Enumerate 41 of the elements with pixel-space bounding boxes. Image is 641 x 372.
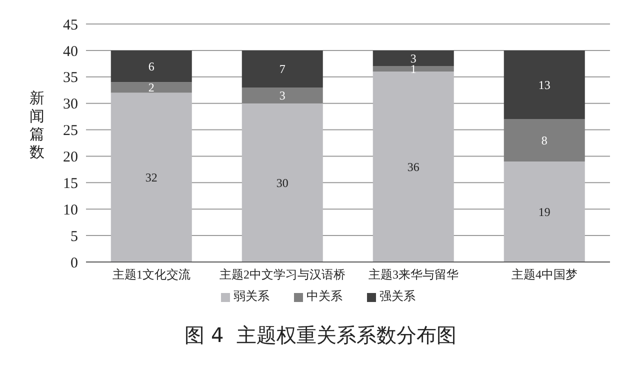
x-tick-label: 主题2中文学习与汉语桥 <box>220 268 346 282</box>
y-tick-label: 35 <box>63 70 78 86</box>
data-label: 19 <box>538 205 550 220</box>
y-axis-title: 新闻篇数 <box>28 90 46 162</box>
data-label: 6 <box>148 60 154 74</box>
bar <box>372 50 454 66</box>
bar <box>504 162 585 262</box>
x-tick-label: 主题4中国梦 <box>512 268 578 282</box>
y-tick-label: 10 <box>63 202 78 218</box>
data-label: 30 <box>276 176 288 190</box>
bar <box>372 72 454 262</box>
legend-label: 强关系 <box>380 289 416 303</box>
legend-label: 中关系 <box>306 289 342 303</box>
y-tick-label: 45 <box>63 17 78 34</box>
bar <box>110 82 192 93</box>
data-label: 13 <box>538 78 550 92</box>
bar <box>504 119 585 162</box>
bar <box>110 50 192 82</box>
x-tick-label: 主题1文化交流 <box>112 268 190 282</box>
bar <box>242 50 323 88</box>
y-tick-label: 25 <box>63 123 78 140</box>
legend-label: 弱关系 <box>234 289 270 303</box>
y-tick-label: 20 <box>63 150 78 166</box>
y-tick-label: 40 <box>63 44 78 60</box>
bar <box>242 87 323 104</box>
bar <box>372 66 454 72</box>
data-label: 36 <box>407 160 420 174</box>
data-label: 7 <box>279 62 286 76</box>
data-label: 8 <box>541 134 548 148</box>
y-tick-label: 30 <box>63 96 78 113</box>
bar <box>242 103 323 262</box>
y-tick-label: 5 <box>70 228 78 245</box>
y-tick-label: 15 <box>63 176 78 192</box>
y-tick-label: 0 <box>70 255 78 272</box>
text: 图 4 主题权重关系系数分布图 <box>184 322 458 349</box>
bar <box>504 50 585 120</box>
data-label: 3 <box>279 88 286 103</box>
bar <box>110 92 192 262</box>
data-label: 2 <box>148 80 154 95</box>
x-tick-label: 主题3来华与留华 <box>368 268 458 282</box>
data-label: 32 <box>145 170 158 185</box>
